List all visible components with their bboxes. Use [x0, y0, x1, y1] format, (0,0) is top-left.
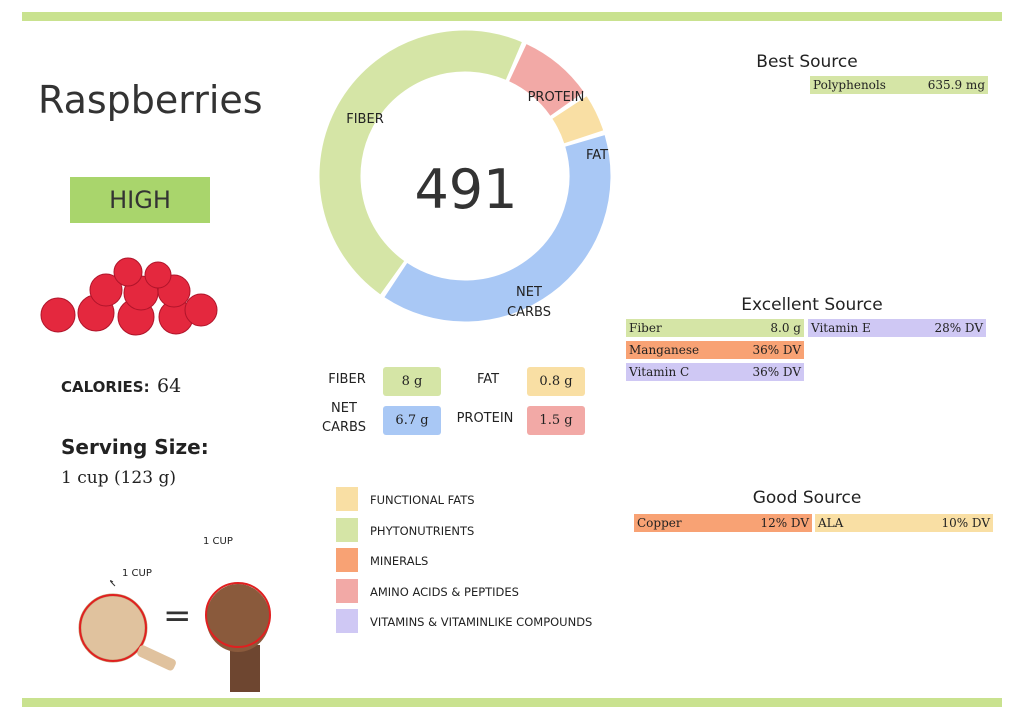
legend-swatch: [336, 578, 358, 603]
source-name: Vitamin C: [629, 365, 690, 379]
legend-label: MINERALS: [370, 554, 429, 568]
donut: [319, 30, 611, 322]
donut-label: FAT: [585, 148, 609, 163]
source-name: Manganese: [629, 343, 700, 357]
legend-label: AMINO ACIDS & PEPTIDES: [370, 584, 519, 599]
macro-value: 8 g: [383, 367, 441, 396]
macro-label: FAT: [476, 372, 500, 387]
source-name: ALA: [818, 516, 844, 530]
macro-label: NET CARBS: [322, 401, 366, 435]
macro-label: FIBER: [328, 372, 366, 387]
cup-label: 1 CUP: [122, 568, 152, 579]
source-amount: 635.9 mg: [927, 78, 985, 92]
source-row: Polyphenols 635.9 mg: [810, 76, 988, 94]
serving-value: 1 cup (123 g): [61, 468, 176, 488]
donut-segment: [384, 135, 611, 322]
source-row: Vitamin E 28% DV: [808, 319, 986, 337]
donut-label: NET CARBS: [507, 285, 551, 320]
calories-label: CALORIES:: [61, 378, 150, 396]
source-row: ALA 10% DV: [815, 514, 993, 532]
fist-label: 1 CUP: [203, 536, 233, 547]
source-name: Vitamin E: [811, 321, 871, 335]
equals: =: [163, 596, 192, 636]
legend-label: FUNCTIONAL FATS: [370, 493, 475, 507]
source-amount: 28% DV: [934, 321, 983, 335]
score: 491: [414, 158, 518, 221]
legend-swatch: [336, 487, 358, 511]
legend-swatch: [336, 609, 358, 633]
source-title: Best Source: [756, 52, 858, 72]
legend-label: VITAMINS & VITAMINLIKE COMPOUNDS: [370, 615, 593, 629]
source-name: Copper: [637, 516, 682, 530]
source-amount: 12% DV: [760, 516, 809, 530]
serving-label: Serving Size:: [61, 435, 209, 459]
donut-segment: [552, 96, 604, 144]
source-amount: 36% DV: [752, 343, 801, 357]
source-row: Fiber 8.0 g: [626, 319, 804, 337]
source-title: Good Source: [752, 488, 862, 508]
macro-value: 1.5 g: [527, 406, 585, 435]
bottom-bar: [22, 698, 1002, 707]
donut-segment: [319, 30, 522, 295]
top-bar: [22, 12, 1002, 21]
raspberries: [40, 257, 218, 336]
legend-swatch: [336, 517, 358, 542]
source-row: Vitamin C 36% DV: [626, 363, 804, 381]
legend-label: PHYTONUTRIENTS: [370, 523, 475, 538]
macro-value: 6.7 g: [383, 406, 441, 435]
donut-segment: [508, 44, 584, 117]
legend-swatch: [336, 548, 358, 572]
source-name: Fiber: [629, 321, 662, 335]
calories-value: 64: [157, 375, 182, 397]
title: Raspberries: [38, 78, 263, 122]
source-amount: 8.0 g: [770, 321, 801, 335]
source-amount: 10% DV: [941, 516, 990, 530]
macro-label: PROTEIN: [456, 411, 514, 426]
source-name: Polyphenols: [813, 78, 886, 92]
macro-value: 0.8 g: [527, 367, 585, 396]
source-row: Copper 12% DV: [634, 514, 812, 532]
donut-label: PROTEIN: [527, 90, 585, 105]
source-row: Manganese 36% DV: [626, 341, 804, 359]
measure-illustration: [78, 580, 271, 692]
donut-label: FIBER: [346, 112, 384, 127]
rating: HIGH: [70, 177, 210, 223]
source-title: Excellent Source: [741, 295, 883, 315]
source-amount: 36% DV: [752, 365, 801, 379]
